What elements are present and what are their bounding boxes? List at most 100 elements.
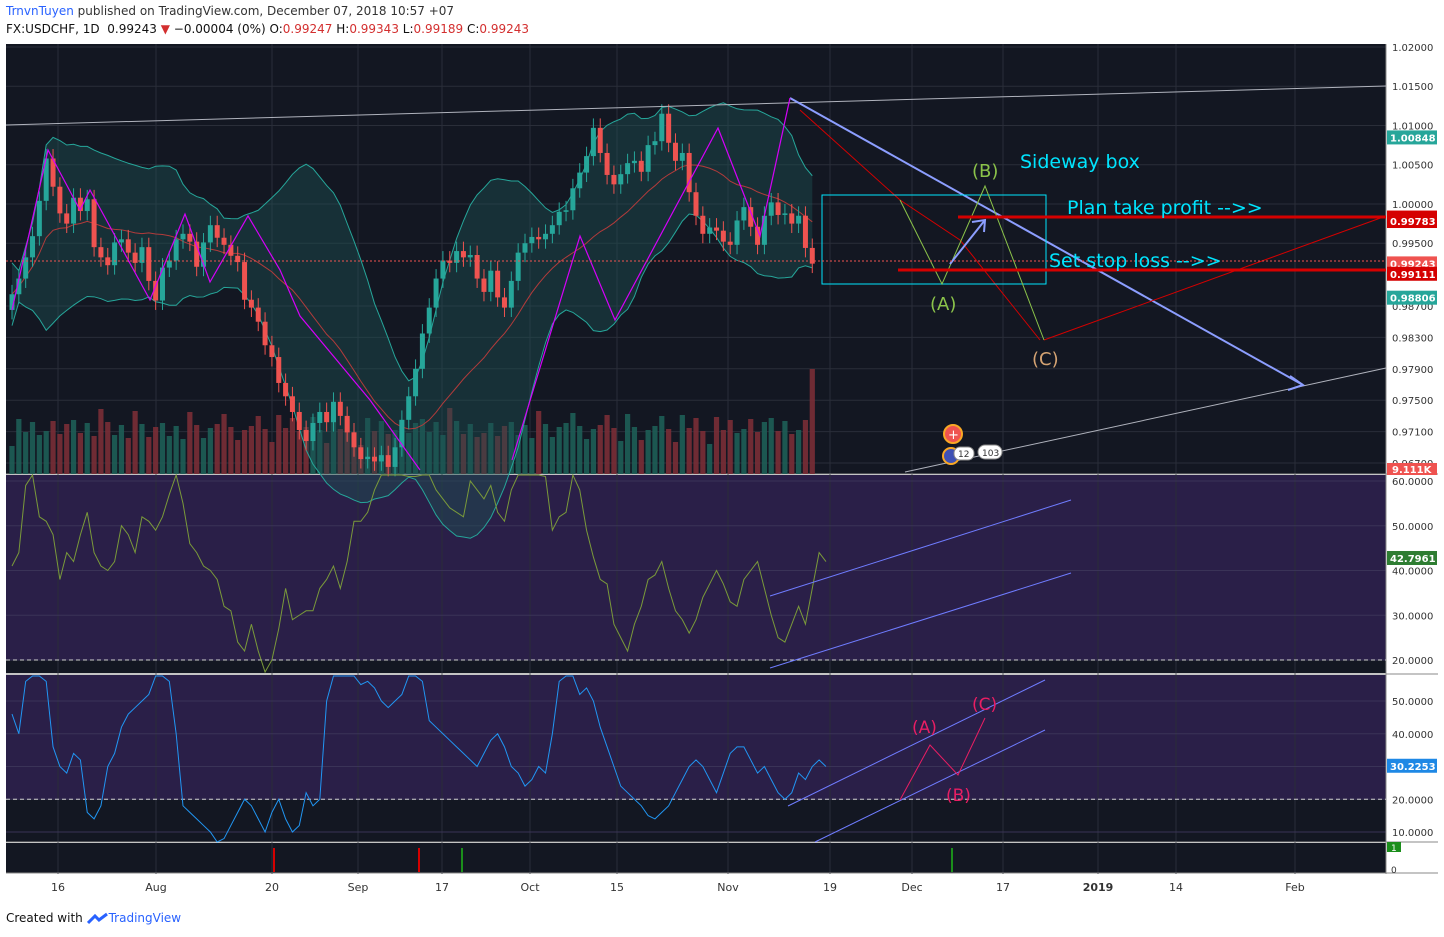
candle-body [159,267,165,301]
volume-bar [556,427,562,474]
time-tick-label: 15 [610,881,624,894]
volume-bar [255,416,261,474]
candle-body [57,186,63,214]
volume-bar [734,433,740,474]
badge-count2[interactable] [977,444,1003,460]
candle-body [789,213,795,224]
candle-body [467,255,473,258]
zigzag-line-2 [511,97,791,461]
oscillator-line [6,473,1386,674]
volume-bar [638,440,644,474]
stoch-value-bg [1387,758,1437,773]
candle-body [262,321,268,346]
volume-bar [132,411,138,474]
volume-bar [64,424,70,474]
volume-bar [789,434,795,474]
candle-body [180,233,186,240]
time-tick-label: 14 [1169,881,1183,894]
candle-body [173,239,179,261]
price-change: −0.00004 (0%) [173,22,266,36]
badge-count2-text: 103 [982,449,999,459]
volume-bar [474,437,480,474]
candle-body [248,299,254,308]
symbol-legend: FX:USDCHF, 1D 0.99243 ▼ −0.00004 (0%) O:… [6,22,529,36]
signal-bar [273,848,275,872]
candle-body [153,280,159,301]
candle-body [207,225,213,243]
volume-bar [727,420,733,474]
volume-bar [118,425,125,474]
signal-value-bg [1387,842,1401,852]
low-label: L: [402,22,414,36]
volume-bar [748,419,754,474]
candle-body [707,227,713,234]
volume-bar [796,430,802,474]
oscillator-series [11,473,827,674]
volume-bar [43,431,49,474]
volume-bar [495,436,501,474]
osc-tick-label: 50.0000 [1392,522,1433,533]
candle-body [426,307,432,334]
brand-text[interactable]: TradingView [108,911,182,925]
candle-body [378,455,384,462]
badge-count[interactable] [953,446,975,461]
arrowhead-icon [1287,375,1306,391]
signal-zero-label: 0 [1391,866,1397,876]
triangle-down-icon: ▼ [160,22,170,36]
volume-bar [522,425,528,474]
candle-body [235,255,241,263]
volume-bar [631,427,638,474]
volume-bar [754,432,761,474]
stochastic-line [6,675,1386,843]
volume-bar [741,429,747,474]
time-tick-label: Nov [717,881,739,894]
volume-bar [9,446,15,474]
volume-bar [139,424,145,474]
price-labels: 1.008480.998270.997830.992430.991110.988… [1387,130,1437,876]
candle-body [638,160,644,172]
candle-body [16,278,22,295]
plus-icon: + [948,428,959,443]
volume-bar [412,423,419,474]
bollinger-bands [11,102,813,539]
candle-body [748,207,754,227]
band-upper [11,102,813,382]
candle-body [590,127,596,157]
candle-body [556,211,562,226]
volume-bar [248,426,254,474]
signal-bar [951,848,953,872]
price-label-bg [1387,266,1437,281]
low-value: 0.99189 [413,22,464,36]
price-label: 0.99783 [1390,217,1436,228]
volume-bar [577,426,583,474]
candle-body [23,257,29,279]
volume-bar [269,442,275,474]
volume-bar [775,431,781,474]
candle-body [631,160,637,164]
volume-bar [618,441,624,474]
volume-bar [105,422,111,474]
flag-ch-icon[interactable] [943,424,963,444]
candle-body [344,415,350,433]
volume-bar [207,428,213,474]
wave-a-label: (A) [930,294,956,315]
candle-body [125,239,131,253]
volume-bar [330,416,337,474]
wave-c-label: (C) [1032,349,1059,370]
candle-body [570,188,576,211]
symbol-name[interactable]: FX:USDCHF, 1D [6,22,100,36]
volume-bar [467,424,473,474]
author-link[interactable]: TrnvnTuyen [6,4,74,18]
candle-body [652,141,658,146]
drawings[interactable] [5,85,1387,473]
time-tick-label: 19 [823,881,837,894]
candle-body [761,215,767,245]
volume-bar [146,437,152,474]
price-tick-label: 0.97900 [1392,365,1433,376]
price-label-bg [1387,130,1437,145]
time-axis-bg [6,874,1438,902]
volume-bar [433,422,439,474]
signal-bar [461,848,463,872]
volume-bar [235,440,241,474]
